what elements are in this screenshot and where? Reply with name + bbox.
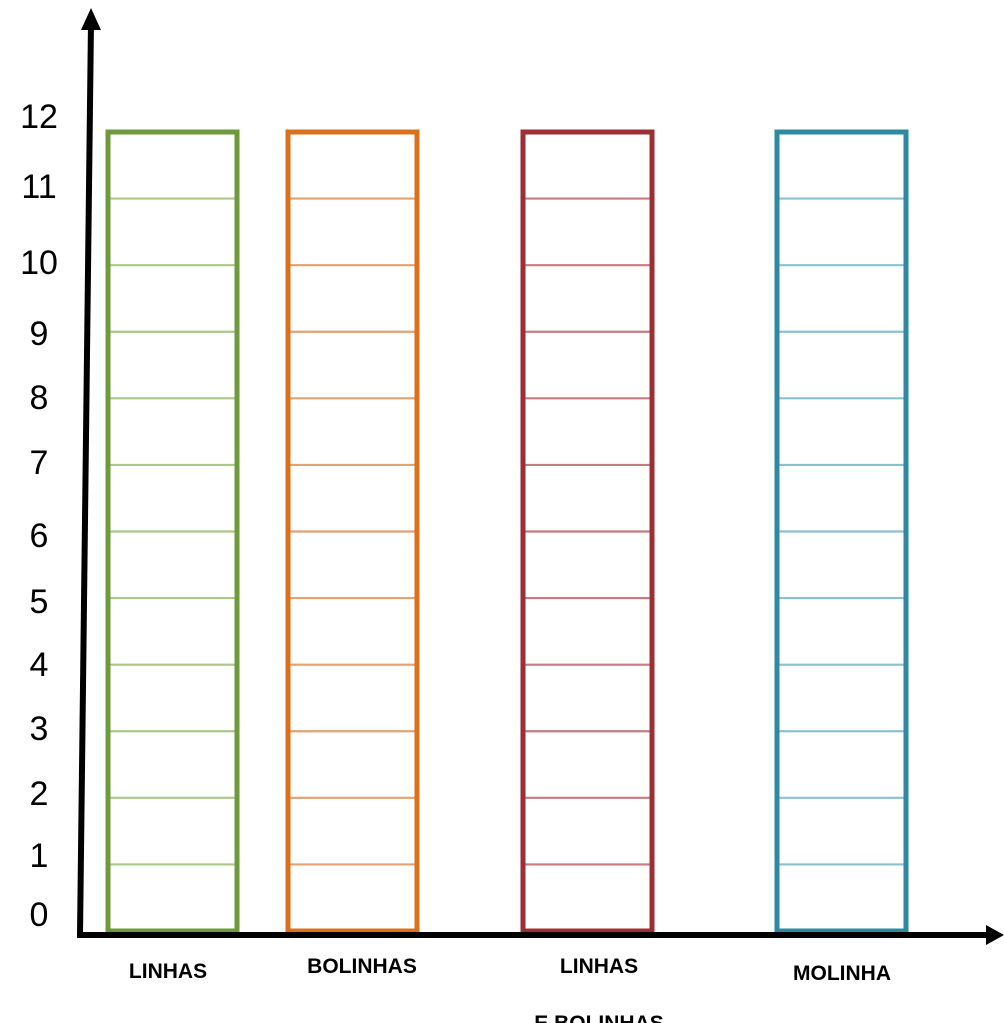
bars-layer [105,129,909,934]
category-label-2: BOLINHAS [307,955,417,978]
y-tick-label-2: 2 [30,775,49,813]
y-tick-label-3: 3 [30,710,49,748]
bar-outline [105,129,240,934]
axes-layer [77,8,1004,945]
y-tick-label-1: 1 [30,837,49,875]
x-axis-arrow-icon [986,925,1004,945]
y-tick-label-11: 11 [21,168,56,206]
bar-1 [105,129,240,934]
y-tick-label-12: 12 [20,98,58,136]
y-axis [77,21,94,936]
y-axis-arrow-icon [81,8,101,30]
bar-4 [774,129,909,934]
bar-3 [520,129,655,934]
y-tick-label-6: 6 [30,517,49,555]
bar-outline [285,129,420,934]
bar-outline [774,129,909,934]
category-labels: LINHAS BOLINHAS LINHAS E BOLINHAS MOLINHA [129,955,891,1023]
y-tick-label-9: 9 [30,315,49,353]
y-tick-label-5: 5 [30,583,49,621]
category-label-3-line-2: E BOLINHAS [534,1012,664,1023]
bar-2 [285,129,420,934]
y-tick-label-7: 7 [30,444,49,482]
bar-outline [520,129,655,934]
y-tick-label-0: 0 [30,896,49,934]
y-tick-label-8: 8 [30,379,49,417]
category-label-1: LINHAS [129,960,207,983]
y-tick-label-10: 10 [20,244,58,282]
category-label-3: LINHAS [560,955,638,978]
category-label-4: MOLINHA [793,962,891,985]
y-tick-label-4: 4 [30,646,49,684]
